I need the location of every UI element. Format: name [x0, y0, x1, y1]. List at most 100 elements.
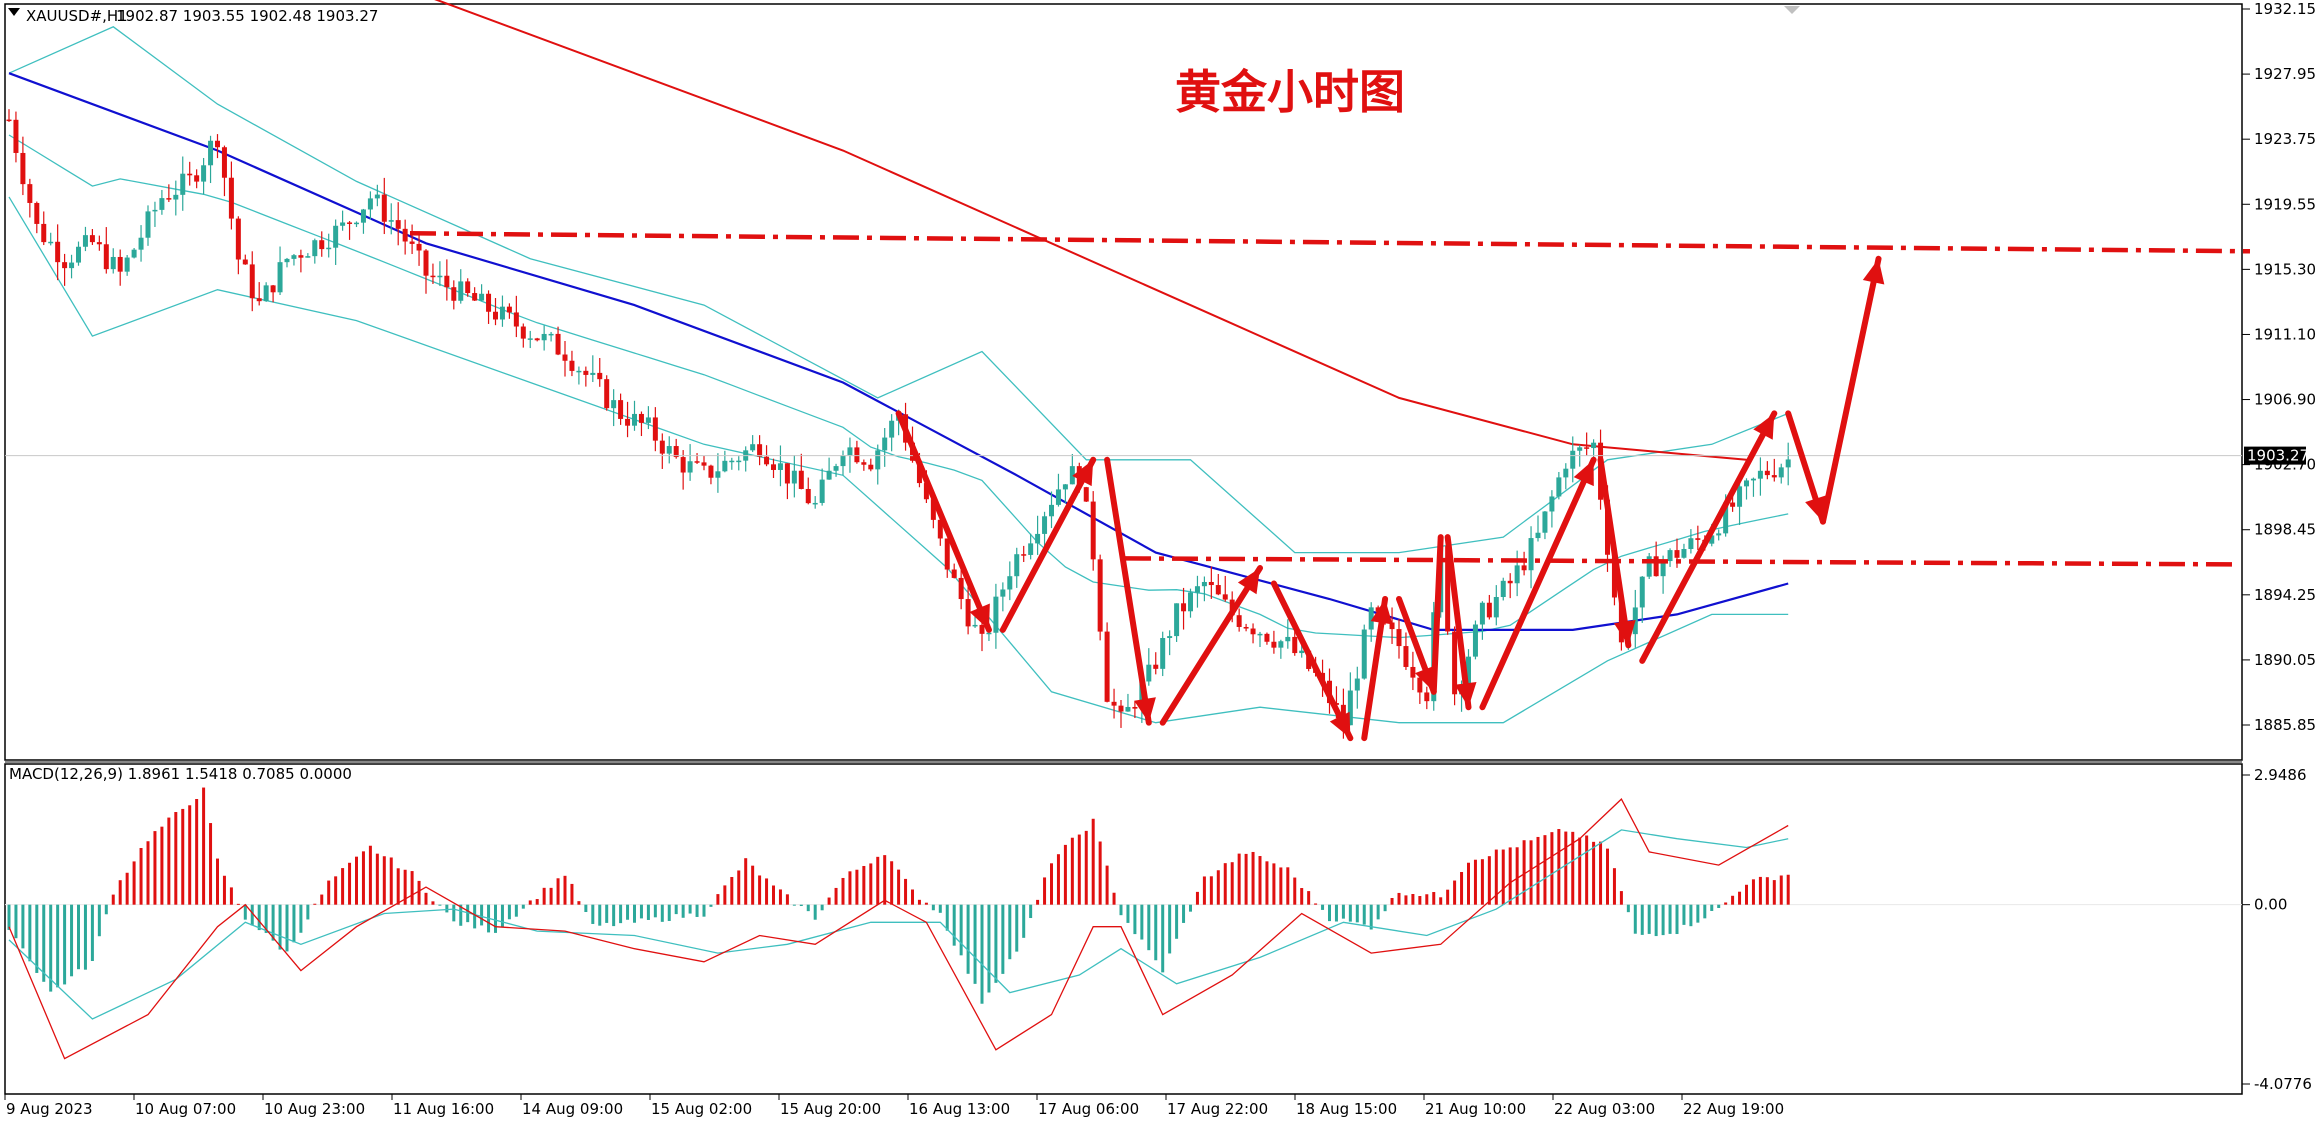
candle-body: [1055, 489, 1061, 505]
macd-histogram-bar: [348, 862, 352, 905]
time-tick-label: 9 Aug 2023: [6, 1100, 93, 1118]
candle-body: [333, 225, 339, 248]
macd-histogram-bar: [1654, 904, 1658, 937]
price-tick-label: 1894.25: [2254, 586, 2316, 604]
candle-body: [1104, 631, 1110, 702]
macd-tick-label: 0.00: [2254, 896, 2287, 914]
candle-body: [979, 624, 985, 634]
macd-histogram-bar: [42, 904, 46, 982]
macd-histogram-bar: [1015, 904, 1019, 952]
macd-histogram-bar: [563, 875, 567, 905]
candle-body: [548, 333, 554, 336]
macd-histogram-bar: [1168, 904, 1172, 954]
macd-histogram-bar: [1508, 847, 1512, 905]
macd-histogram-bar: [709, 904, 713, 907]
chart-header-symbol: XAUUSD#,H1: [26, 7, 128, 25]
macd-histogram-bar: [97, 904, 101, 937]
macd-histogram-bar: [966, 904, 970, 974]
candle-body: [701, 462, 707, 466]
macd-histogram-bar: [1738, 891, 1742, 905]
candle-body: [215, 140, 220, 148]
macd-histogram-bar: [723, 885, 727, 905]
candle-body: [951, 569, 957, 578]
macd-histogram-bar: [250, 904, 254, 926]
candle-body: [479, 293, 485, 301]
candle-body: [110, 256, 116, 270]
candle-body: [1695, 538, 1701, 540]
candle-body: [1188, 592, 1193, 612]
candle-body: [930, 499, 936, 520]
macd-histogram-bar: [494, 904, 497, 933]
candle-body: [694, 461, 700, 463]
macd-histogram-bar: [1341, 904, 1345, 919]
candle-body: [889, 420, 895, 438]
annotation-arrowhead: [969, 603, 990, 630]
candle-body: [20, 152, 26, 185]
candle-body: [1646, 556, 1652, 577]
candle-body: [972, 624, 978, 627]
macd-histogram-bar: [355, 856, 358, 905]
candle-body: [1389, 622, 1395, 630]
scroll-marker-icon[interactable]: [1784, 6, 1800, 14]
macd-histogram-bar: [1195, 891, 1199, 905]
macd-histogram-bar: [1689, 904, 1693, 927]
macd-histogram-bar: [1487, 856, 1491, 905]
macd-histogram-bar: [667, 904, 671, 921]
macd-pane-frame: [4, 763, 2243, 1095]
macd-histogram-bar: [195, 799, 199, 905]
axes: 1932.15 1927.95 1923.75 1919.55 1915.30 1911.…: [4, 0, 2316, 1118]
macd-histogram-bar: [1751, 879, 1755, 905]
candle-body: [812, 502, 818, 505]
macd-histogram-bar: [1473, 859, 1477, 905]
candle-body: [576, 370, 582, 373]
macd-histogram-bar: [174, 812, 178, 905]
candle-body: [1605, 499, 1610, 555]
macd-histogram-bar: [1029, 904, 1033, 919]
macd-histogram-bar: [1001, 904, 1005, 974]
candle-body: [618, 400, 624, 419]
macd-histogram-bar: [924, 902, 928, 905]
candle-body: [784, 463, 790, 484]
candle-body: [305, 256, 311, 258]
candle-body: [6, 119, 12, 122]
candle-body: [666, 446, 672, 454]
candle-body: [465, 281, 471, 294]
macd-histogram-bar: [917, 899, 921, 905]
macd-histogram-bar: [500, 904, 504, 928]
candle-body: [1521, 565, 1527, 571]
candle-body: [1278, 641, 1284, 648]
candle-body: [1215, 585, 1221, 595]
candle-body: [55, 241, 61, 263]
candle-body: [76, 246, 81, 263]
macd-histogram-bar: [1182, 904, 1186, 923]
candle-body: [13, 119, 19, 153]
macd-histogram-bar: [1334, 904, 1338, 922]
candle-body: [208, 140, 214, 166]
candle-body: [256, 298, 262, 302]
candle-body: [194, 175, 200, 182]
macd-histogram-bar: [1126, 904, 1130, 923]
candle-body: [409, 241, 415, 244]
current-price-tag: [2244, 446, 2306, 465]
chart-menu-icon[interactable]: [8, 8, 20, 16]
candle-body: [1452, 631, 1458, 695]
macd-histogram-bar: [591, 904, 595, 924]
candle-body: [1653, 556, 1659, 577]
macd-histogram-bar: [695, 904, 699, 917]
macd-histogram-bar: [1606, 848, 1609, 905]
annotation-arrowhead: [1370, 598, 1393, 625]
macd-histogram-bar: [1355, 904, 1359, 923]
time-tick-label: 10 Aug 23:00: [264, 1100, 365, 1118]
macd-histogram-bar: [1063, 844, 1067, 905]
macd-histogram-bar: [1668, 904, 1672, 934]
macd-indicator-label: MACD(12,26,9) 1.8961 1.5418 0.7085 0.000…: [9, 765, 352, 783]
price-tick-label: 1923.75: [2254, 130, 2316, 148]
candle-body: [513, 312, 519, 327]
candle-body: [1709, 535, 1715, 544]
candle-body: [798, 470, 804, 489]
macd-histogram-bar: [1522, 840, 1526, 905]
candle-body: [41, 223, 47, 243]
candle-body: [138, 237, 144, 250]
resistance-level-line: [409, 231, 2251, 254]
